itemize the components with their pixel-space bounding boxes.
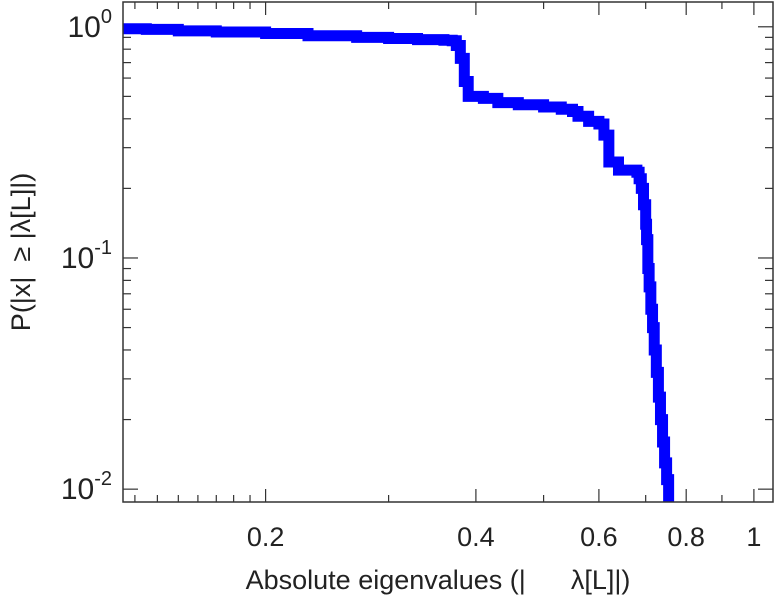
y-tick-base: 10 [68, 11, 101, 44]
x-tick-label: 0.6 [580, 522, 618, 552]
y-tick-label: 10-1 [61, 237, 112, 275]
x-axis-title: Absolute eigenvalues (| λ[L]|) [246, 565, 631, 595]
ticks-layer [123, 2, 773, 502]
y-axis-title: P(|x| ≥ |λ[L]|) [6, 173, 36, 331]
y-tick-base: 10 [61, 473, 94, 506]
y-tick-exponent: -1 [94, 237, 112, 259]
x-tick-label: 0.2 [247, 522, 285, 552]
y-tick-exponent: -2 [94, 468, 112, 490]
y-tick-label: 10-2 [61, 468, 112, 506]
x-tick-label: 0.8 [667, 522, 705, 552]
y-tick-label: 100 [68, 6, 113, 44]
plot-frame [122, 1, 774, 503]
y-tick-base: 10 [61, 242, 94, 275]
y-tick-exponent: 0 [101, 6, 112, 28]
series-layer [123, 23, 675, 502]
x-tick-label: 1 [746, 522, 761, 552]
series-line [123, 23, 675, 502]
x-tick-label: 0.4 [457, 522, 495, 552]
